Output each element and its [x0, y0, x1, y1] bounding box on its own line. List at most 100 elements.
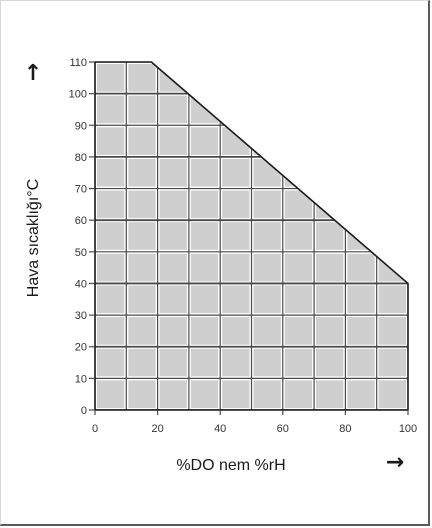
- grid-cell: [284, 127, 313, 155]
- grid-cell: [284, 348, 313, 377]
- grid-cell: [222, 222, 250, 250]
- x-tick-label: 100: [399, 423, 417, 435]
- grid-cell: [316, 127, 344, 155]
- x-tick-label: 80: [339, 423, 351, 435]
- grid-cell: [190, 253, 219, 282]
- grid-cell: [316, 95, 344, 124]
- grid-cell: [284, 380, 313, 408]
- grid-cell: [222, 127, 250, 155]
- grid-cell: [284, 158, 313, 187]
- grid-cell: [190, 348, 219, 377]
- y-tick-label: 80: [75, 152, 87, 164]
- grid-cell: [159, 253, 187, 282]
- grid-cell: [128, 380, 156, 408]
- grid-cell: [159, 222, 187, 250]
- grid-cell: [378, 285, 406, 314]
- grid-cell: [190, 158, 219, 187]
- y-tick-label: 60: [75, 215, 87, 227]
- grid-cell: [128, 253, 156, 282]
- y-tick-label: 110: [69, 57, 87, 69]
- y-tick-label: 0: [81, 405, 87, 417]
- grid-cell: [347, 285, 375, 314]
- x-axis-label: %DO nem %rH: [176, 457, 285, 474]
- grid-cell: [316, 190, 344, 219]
- grid-cell: [128, 285, 156, 314]
- grid-cell: [159, 380, 187, 408]
- plot-area: [89, 61, 409, 415]
- grid-cell: [316, 285, 344, 314]
- grid-cell: [222, 253, 250, 282]
- grid-cell: [253, 158, 281, 187]
- grid-cell: [253, 317, 281, 345]
- grid-cell: [253, 253, 281, 282]
- y-tick-label: 50: [75, 247, 87, 259]
- grid-cell: [222, 380, 250, 408]
- grid-cell: [128, 317, 156, 345]
- grid-cell: [190, 190, 219, 219]
- y-tick-label: 100: [69, 89, 87, 101]
- grid-cell: [253, 380, 281, 408]
- grid-cell: [253, 285, 281, 314]
- grid-cell: [284, 317, 313, 345]
- grid-cell: [128, 348, 156, 377]
- grid-cell: [316, 317, 344, 345]
- grid-cell: [347, 158, 375, 187]
- y-axis-arrow: ↑: [24, 61, 42, 86]
- grid-cell: [253, 95, 281, 124]
- grid-cell: [378, 127, 406, 155]
- grid-cell: [347, 380, 375, 408]
- grid-cell: [159, 348, 187, 377]
- grid-cell: [97, 222, 125, 250]
- grid-cell: [316, 348, 344, 377]
- grid-cell: [378, 95, 406, 124]
- grid-cell: [159, 158, 187, 187]
- grid-cell: [378, 348, 406, 377]
- grid-cell: [316, 158, 344, 187]
- grid-cell: [284, 64, 313, 92]
- grid-cell: [222, 285, 250, 314]
- grid-cell: [378, 64, 406, 92]
- x-tick-label: 40: [214, 423, 226, 435]
- grid-cell: [347, 190, 375, 219]
- x-tick-label: 20: [151, 423, 163, 435]
- tick-labels: 0 10 20 30 40 50 60 70 80 90 100 110 0 20 40 60 80 100: [69, 57, 418, 435]
- grid-cell: [347, 95, 375, 124]
- grid-cell: [222, 317, 250, 345]
- x-tick-label: 0: [92, 423, 98, 435]
- grid-cell: [378, 317, 406, 345]
- grid-cell: [128, 64, 156, 92]
- grid-cell: [378, 190, 406, 219]
- grid-cell: [97, 127, 125, 155]
- grid-cell: [378, 222, 406, 250]
- grid-cell: [97, 285, 125, 314]
- grid-cell: [190, 285, 219, 314]
- grid-cell: [347, 253, 375, 282]
- grid-cell: [97, 317, 125, 345]
- grid-cell: [190, 317, 219, 345]
- grid-cell: [378, 158, 406, 187]
- grid-cell: [128, 190, 156, 219]
- grid-cell: [316, 222, 344, 250]
- grid-cell: [316, 380, 344, 408]
- grid-cell: [347, 348, 375, 377]
- grid-cell: [222, 158, 250, 187]
- operating-boundary: [94, 61, 409, 411]
- grid-cell: [97, 253, 125, 282]
- grid-cell: [378, 380, 406, 408]
- grid-cell: [159, 64, 187, 92]
- grid-cell: [128, 158, 156, 187]
- grid-cell: [253, 348, 281, 377]
- grid-cell: [347, 317, 375, 345]
- grid-cell: [128, 222, 156, 250]
- grid-cell: [190, 127, 219, 155]
- grid-cell: [97, 380, 125, 408]
- grid-cell: [347, 222, 375, 250]
- grid-cell: [284, 222, 313, 250]
- y-tick-label: 70: [75, 184, 87, 196]
- grid-cell: [159, 127, 187, 155]
- grid-cell: [190, 380, 219, 408]
- y-tick-label: 90: [75, 120, 87, 132]
- grid-cell: [190, 222, 219, 250]
- grid-cell: [253, 190, 281, 219]
